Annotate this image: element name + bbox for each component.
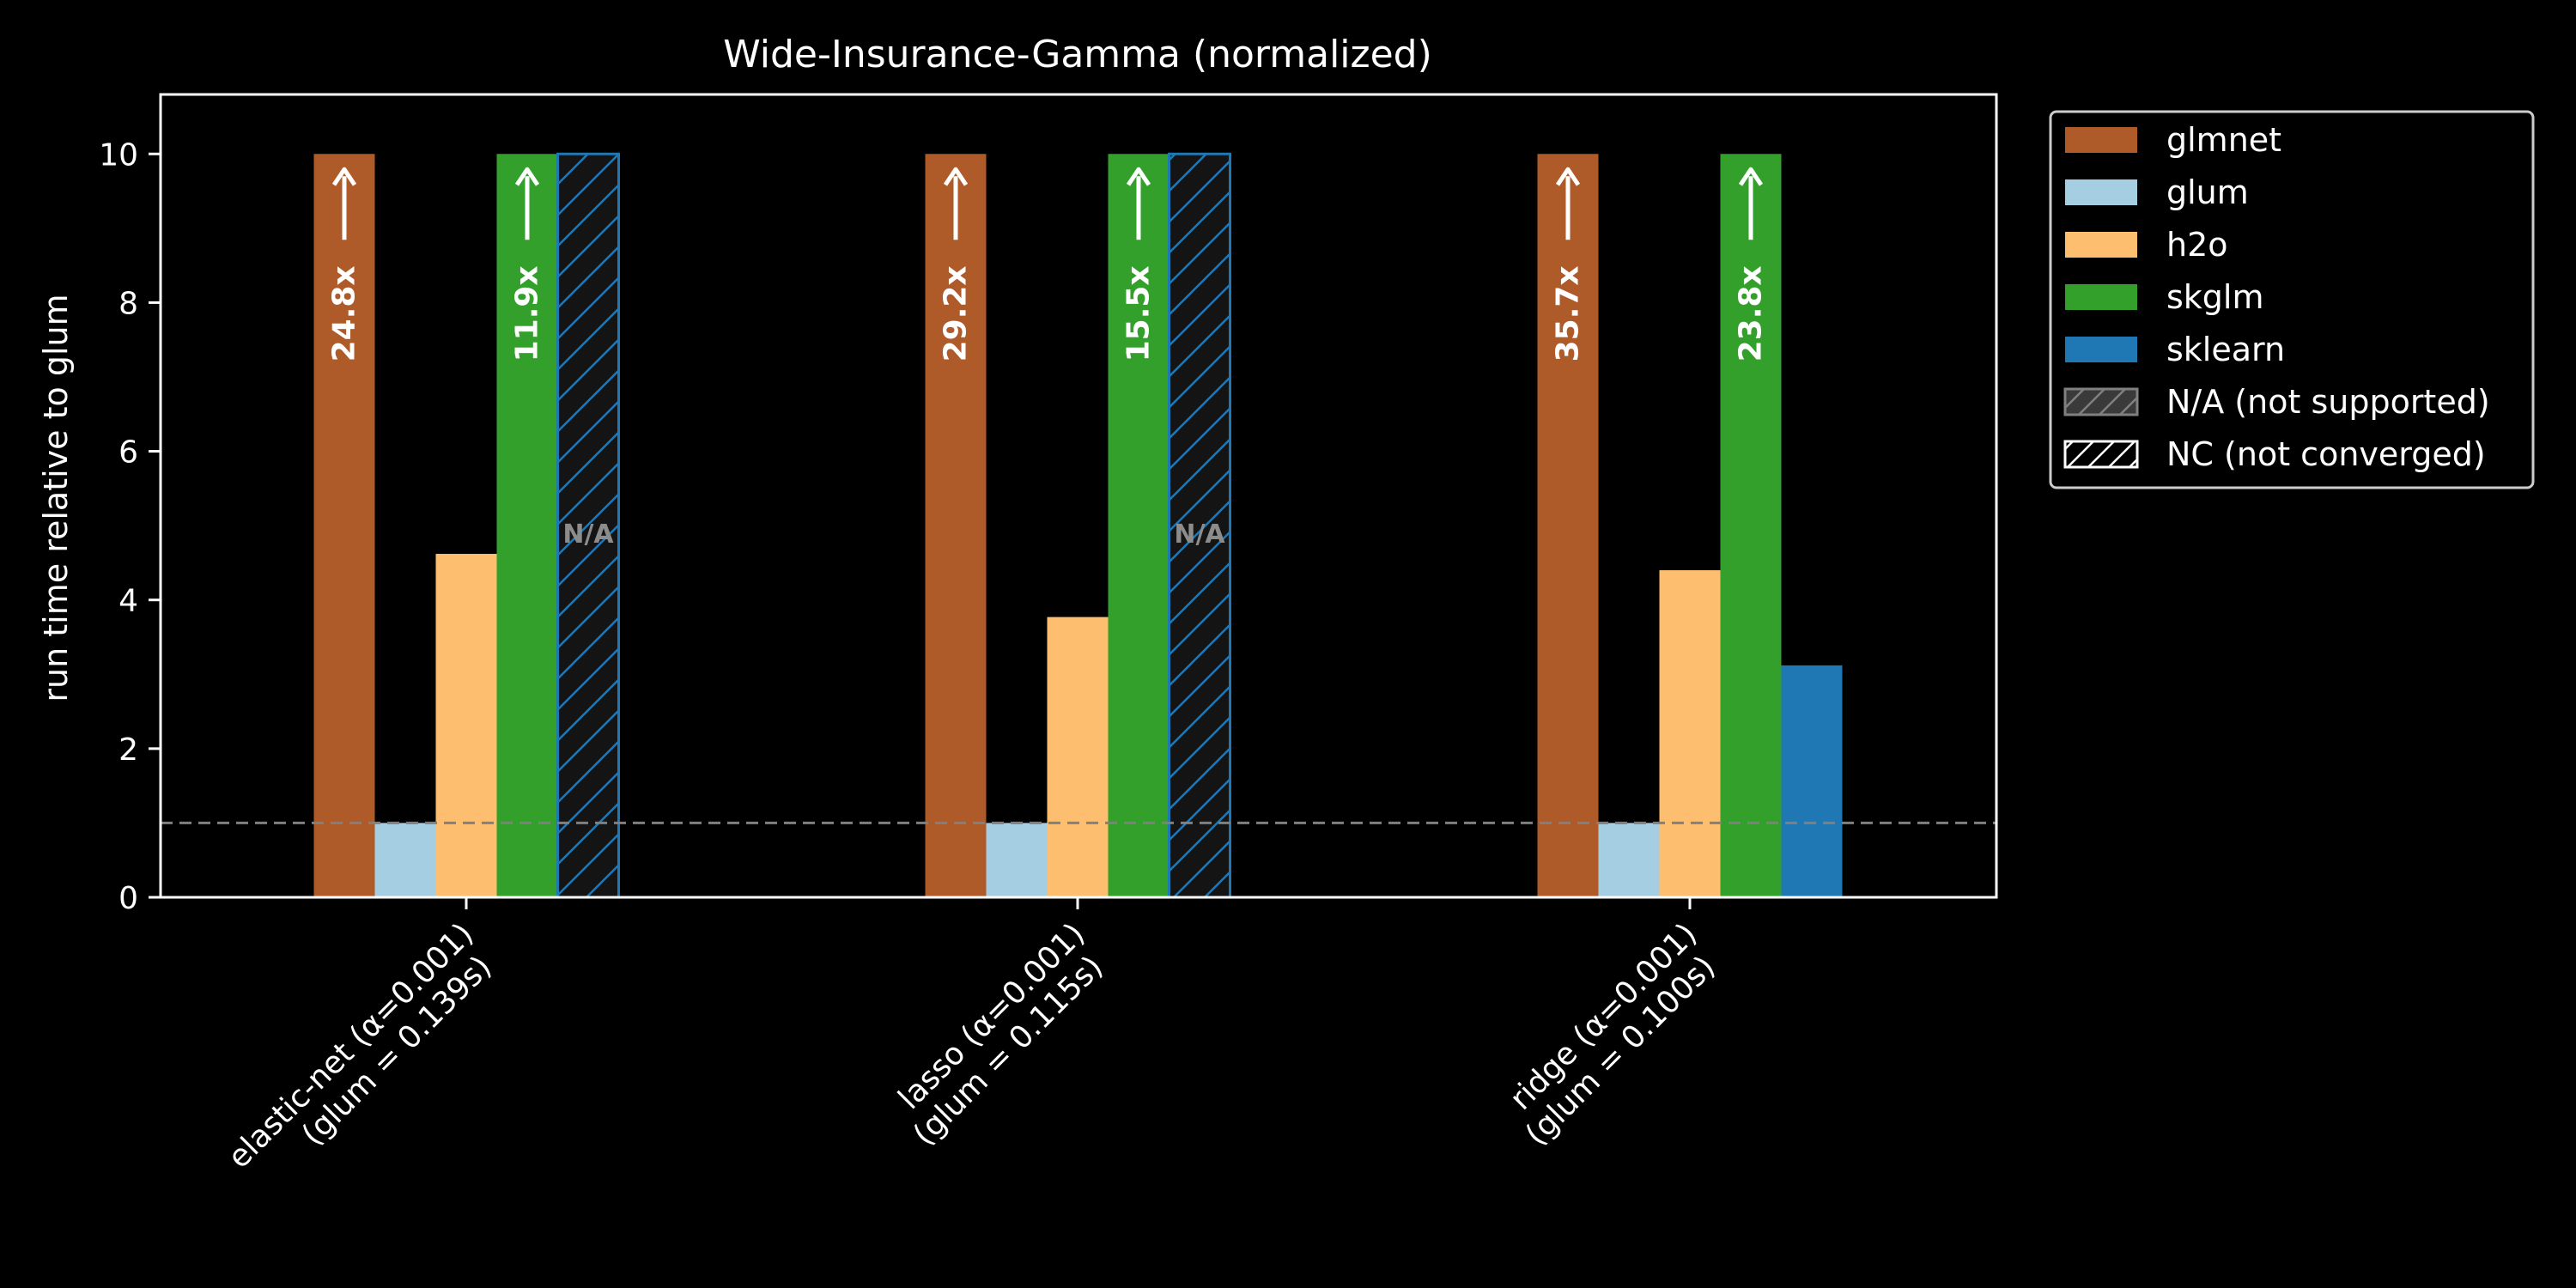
overflow-arrow-glmnet-0 — [331, 167, 357, 240]
x-tick-label-line1-0: elastic-net (α=0.001) — [222, 916, 481, 1176]
overflow-arrow-skglm-0 — [514, 167, 540, 240]
y-axis-label: run time relative to glum — [37, 294, 75, 702]
legend-label-5: N/A (not supported) — [2166, 383, 2490, 421]
bar-h2o-1 — [1047, 617, 1109, 897]
bar-h2o-0 — [435, 554, 497, 897]
overflow-arrow-skglm-1 — [1126, 167, 1151, 240]
overflow-label-glmnet-2: 35.7x — [1551, 265, 1586, 361]
bar-glmnet-0 — [313, 154, 375, 897]
overflow-label-skglm-0: 11.9x — [510, 265, 545, 361]
annotations-layer: 24.8x 11.9x N/A 29.2x 15.5x N/A 35.7x 23.8x — [327, 167, 1769, 550]
legend-swatch-4 — [2065, 337, 2137, 362]
y-tick-label-6: 6 — [118, 435, 138, 471]
bar-h2o-2 — [1659, 570, 1721, 897]
bar-skglm-1 — [1108, 154, 1170, 897]
legend-label-0: glmnet — [2166, 121, 2281, 159]
legend-label-2: h2o — [2166, 226, 2228, 264]
overflow-label-glmnet-0: 24.8x — [327, 265, 362, 361]
bar-sklearn-2 — [1781, 665, 1843, 897]
na-label-1: N/A — [1174, 519, 1225, 550]
overflow-arrow-skglm-2 — [1738, 167, 1764, 240]
legend: glmnet glum h2o skglm sklearn N/A (not suppor… — [2049, 110, 2535, 489]
bar-glmnet-1 — [925, 154, 987, 897]
legend-swatch-0 — [2065, 127, 2137, 153]
bar-glum-1 — [986, 823, 1048, 897]
na-label-0: N/A — [562, 519, 614, 550]
x-tick-label-1: lasso (α=0.001)(glum = 0.115s) — [881, 916, 1117, 1152]
legend-label-3: skglm — [2166, 278, 2264, 316]
legend-swatch-6 — [2063, 440, 2139, 469]
bar-skglm-2 — [1720, 154, 1782, 897]
overflow-arrow-glmnet-2 — [1555, 167, 1581, 240]
bar-glum-0 — [374, 823, 436, 897]
legend-swatch-3 — [2065, 284, 2137, 310]
bar-skglm-0 — [496, 154, 558, 897]
overflow-label-skglm-1: 15.5x — [1121, 265, 1157, 361]
y-tick-label-8: 8 — [118, 286, 138, 321]
y-ticks-layer: 0 2 4 6 8 10 — [99, 137, 161, 916]
bar-sklearn-na-1 — [1168, 152, 1231, 899]
bar-sklearn-na-0 — [556, 152, 620, 899]
bar-glum-2 — [1598, 823, 1660, 897]
y-tick-label-4: 4 — [118, 584, 138, 619]
overflow-label-skglm-2: 23.8x — [1734, 265, 1769, 361]
legend-swatch-1 — [2065, 179, 2137, 205]
overflow-label-glmnet-1: 29.2x — [939, 265, 974, 361]
y-tick-label-2: 2 — [118, 732, 138, 768]
legend-swatch-5 — [2063, 387, 2139, 416]
bar-glmnet-2 — [1537, 154, 1599, 897]
bars-layer — [313, 152, 1843, 899]
legend-swatch-2 — [2065, 232, 2137, 258]
legend-label-4: sklearn — [2166, 331, 2285, 368]
y-tick-label-0: 0 — [118, 881, 138, 916]
legend-frame — [2049, 110, 2535, 489]
chart-title: Wide-Insurance-Gamma (normalized) — [723, 33, 1432, 76]
x-ticks-layer: elastic-net (α=0.001)(glum = 0.139s) lass… — [222, 897, 1729, 1200]
legend-label-6: NC (not converged) — [2166, 435, 2486, 473]
x-tick-label-2: ridge (α=0.001)(glum = 0.100s) — [1493, 916, 1729, 1152]
x-tick-label-0: elastic-net (α=0.001)(glum = 0.139s) — [222, 916, 506, 1200]
y-tick-label-10: 10 — [99, 137, 138, 173]
overflow-arrow-glmnet-1 — [943, 167, 969, 240]
legend-label-1: glum — [2166, 173, 2249, 211]
